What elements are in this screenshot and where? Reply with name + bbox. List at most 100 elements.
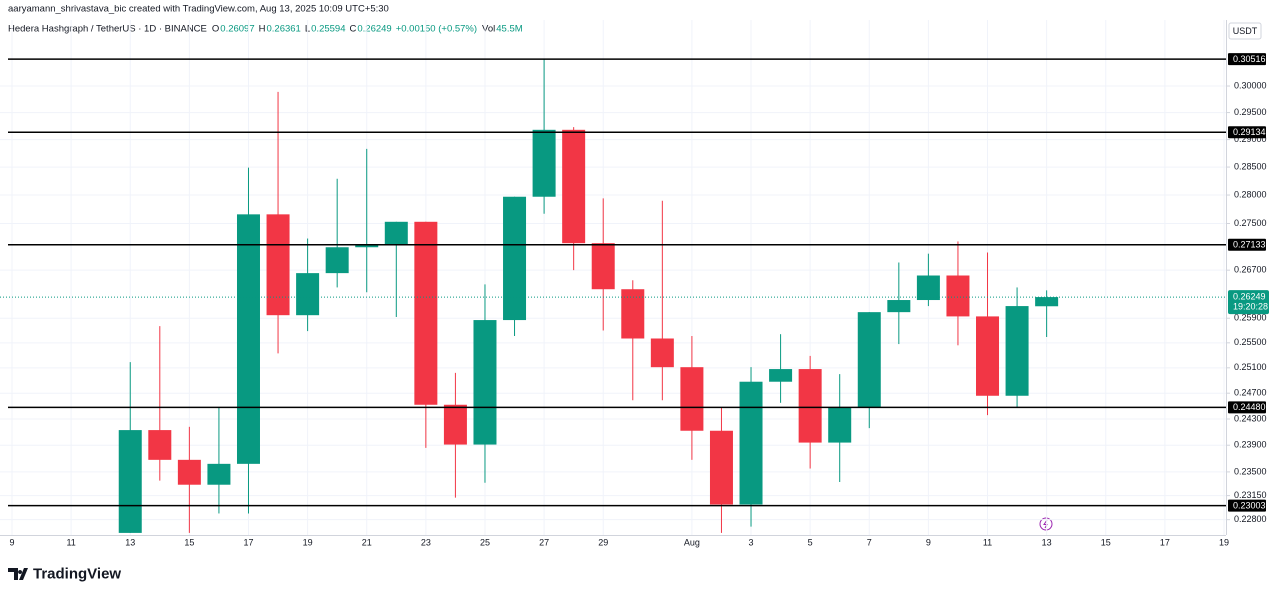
y-tick-label: 0.25100 bbox=[1234, 362, 1267, 372]
candle-body bbox=[148, 430, 172, 460]
x-tick-label: 15 bbox=[1101, 537, 1111, 547]
level-label-box bbox=[1228, 53, 1266, 66]
candle-body bbox=[562, 129, 586, 244]
candle-body bbox=[296, 273, 320, 316]
currency-box[interactable] bbox=[1228, 22, 1262, 40]
x-tick-label: 13 bbox=[125, 537, 135, 547]
x-tick-label: 11 bbox=[66, 537, 75, 547]
x-tick-label: 9 bbox=[9, 537, 14, 547]
x-tick-label: 3 bbox=[749, 537, 754, 547]
x-tick-label: Aug bbox=[684, 537, 700, 547]
y-tick-label: 0.28500 bbox=[1234, 161, 1267, 171]
y-tick-label: 0.22800 bbox=[1234, 514, 1267, 524]
candle-body bbox=[443, 404, 467, 445]
candle-body bbox=[503, 196, 527, 321]
x-tick-label: 23 bbox=[421, 537, 431, 547]
y-tick-label: 0.29000 bbox=[1234, 134, 1267, 144]
candle-body bbox=[769, 369, 793, 382]
x-tick-label: 27 bbox=[539, 537, 549, 547]
symbol-legend: Hedera Hashgraph / TetherUS · 1D · BINAN… bbox=[8, 24, 523, 35]
x-tick-label: 29 bbox=[598, 537, 608, 547]
level-label: 0.23003 bbox=[1233, 501, 1266, 511]
candle-body bbox=[532, 129, 556, 197]
candle-body bbox=[266, 214, 290, 316]
y-tick-label: 0.28000 bbox=[1234, 189, 1267, 199]
candle-body bbox=[739, 381, 763, 505]
countdown: 19:20:28 bbox=[1233, 301, 1268, 311]
candle-body bbox=[1035, 297, 1059, 307]
candle-body bbox=[887, 300, 911, 313]
legend-text: 45.5M bbox=[496, 24, 522, 35]
legend-text: H bbox=[259, 24, 266, 35]
candle-body bbox=[207, 463, 231, 485]
legend-text: 0.26097 bbox=[220, 24, 254, 35]
y-tick-label: 0.29500 bbox=[1234, 107, 1267, 117]
candle-body bbox=[798, 369, 822, 443]
x-tick-label: 5 bbox=[808, 537, 813, 547]
legend-text: 0.25594 bbox=[311, 24, 345, 35]
candle-body bbox=[650, 338, 674, 368]
logo-text: TradingView bbox=[33, 565, 121, 582]
candle-body bbox=[621, 289, 645, 339]
y-tick-label: 0.30000 bbox=[1234, 80, 1267, 90]
event-icon[interactable] bbox=[1039, 517, 1053, 531]
candle-body bbox=[591, 243, 615, 290]
current-price-box bbox=[1228, 290, 1269, 315]
y-tick-label: 0.25900 bbox=[1234, 313, 1267, 323]
x-tick-label: 19 bbox=[303, 537, 313, 547]
level-label: 0.29134 bbox=[1233, 127, 1266, 137]
x-tick-label: 17 bbox=[243, 537, 253, 547]
x-tick-label: 13 bbox=[1042, 537, 1052, 547]
legend-text: +0.00150 (+0.57%) bbox=[396, 24, 477, 35]
candle-body bbox=[325, 247, 349, 274]
y-tick-label: 0.27500 bbox=[1234, 218, 1267, 228]
legend-text: O bbox=[212, 24, 219, 35]
level-label: 0.30516 bbox=[1233, 54, 1266, 64]
y-tick-label: 0.23150 bbox=[1234, 490, 1267, 500]
y-tick-label: 0.24700 bbox=[1234, 388, 1267, 398]
level-label-box bbox=[1228, 499, 1266, 512]
legend-text: 0.26249 bbox=[357, 24, 391, 35]
candle-body bbox=[916, 275, 940, 301]
logo-mark bbox=[8, 568, 28, 580]
event-icon-bolt bbox=[1043, 519, 1048, 529]
y-tick-label: 0.23900 bbox=[1234, 440, 1267, 450]
level-label-box bbox=[1228, 401, 1266, 414]
x-tick-label: 7 bbox=[867, 537, 872, 547]
legend-text: C bbox=[349, 24, 356, 35]
candle-body bbox=[236, 214, 260, 464]
candle-body bbox=[414, 221, 438, 405]
candle-body bbox=[976, 316, 1000, 396]
candle-body bbox=[946, 275, 970, 317]
candle-body bbox=[709, 430, 733, 505]
y-tick-label: 0.25500 bbox=[1234, 337, 1267, 347]
attribution: aaryamann_shrivastava_bic created with T… bbox=[8, 4, 389, 15]
level-label: 0.24480 bbox=[1233, 402, 1266, 412]
candle-body bbox=[384, 221, 408, 245]
x-tick-label: 11 bbox=[983, 537, 992, 547]
y-tick-label: 0.26700 bbox=[1234, 265, 1267, 275]
candle-body bbox=[680, 367, 704, 431]
candle-body bbox=[828, 407, 852, 443]
x-tick-label: 15 bbox=[184, 537, 194, 547]
legend-text: Hedera Hashgraph / TetherUS · 1D · BINAN… bbox=[8, 24, 207, 35]
candle-body bbox=[355, 244, 379, 248]
current-price-label: 0.26249 bbox=[1233, 291, 1266, 301]
y-tick-label: 0.24300 bbox=[1234, 413, 1267, 423]
candle-body bbox=[1005, 306, 1029, 396]
level-label: 0.27133 bbox=[1233, 240, 1266, 250]
legend-text: Vol bbox=[482, 24, 495, 35]
candle-body bbox=[118, 430, 142, 533]
candle-body bbox=[177, 459, 201, 485]
x-tick-label: 25 bbox=[480, 537, 490, 547]
level-label-box bbox=[1228, 238, 1266, 251]
x-tick-label: 21 bbox=[362, 537, 372, 547]
x-tick-label: 17 bbox=[1160, 537, 1170, 547]
currency[interactable]: USDT bbox=[1233, 26, 1258, 36]
candle-body bbox=[857, 312, 881, 408]
logo: TradingView bbox=[8, 565, 121, 582]
y-tick-label: 0.23500 bbox=[1234, 466, 1267, 476]
candle-body bbox=[473, 320, 497, 445]
